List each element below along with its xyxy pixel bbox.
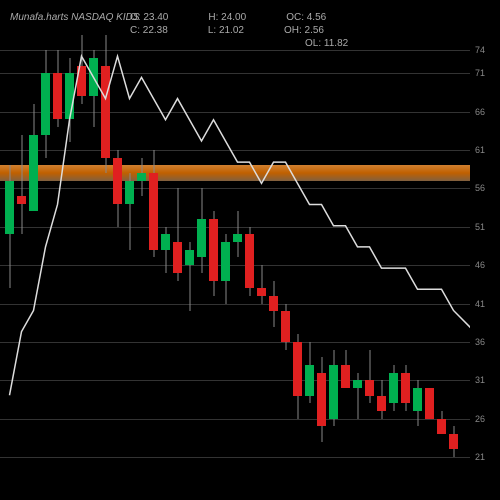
candlestick	[125, 173, 134, 250]
gridline	[0, 380, 470, 381]
candlestick	[257, 265, 266, 303]
candlestick	[425, 388, 434, 419]
gridline	[0, 342, 470, 343]
candlestick	[149, 150, 158, 257]
y-axis-label: 71	[475, 68, 500, 78]
candlestick	[353, 373, 362, 419]
price-band	[0, 165, 470, 180]
gridline	[0, 304, 470, 305]
gridline	[0, 419, 470, 420]
candlestick	[389, 365, 398, 411]
gridline	[0, 188, 470, 189]
candlestick	[413, 380, 422, 426]
candlestick	[29, 104, 38, 211]
candlestick	[137, 158, 146, 196]
y-axis-label: 26	[475, 414, 500, 424]
open-value: O: 23.40	[130, 12, 168, 23]
y-axis-label: 36	[475, 337, 500, 347]
y-axis-label: 21	[475, 452, 500, 462]
y-axis-label: 66	[475, 107, 500, 117]
y-axis-label: 41	[475, 299, 500, 309]
candlestick	[341, 350, 350, 388]
candlestick	[41, 50, 50, 157]
chart-area[interactable]	[0, 35, 470, 480]
candlestick	[305, 342, 314, 403]
gridline	[0, 50, 470, 51]
candlestick	[185, 242, 194, 311]
candlestick	[377, 380, 386, 418]
candlestick	[317, 357, 326, 441]
close-value: C: 22.38	[130, 25, 168, 36]
y-axis-label: 74	[475, 45, 500, 55]
candlestick	[365, 350, 374, 404]
ohlc-row-2: C: 22.38 L: 21.02 OH: 2.56	[130, 25, 324, 36]
candlestick	[281, 304, 290, 350]
candlestick	[437, 411, 446, 434]
candlestick	[53, 50, 62, 127]
candlestick	[101, 35, 110, 173]
oc-value: OC: 4.56	[286, 12, 326, 23]
candlestick	[209, 211, 218, 295]
y-axis-label: 61	[475, 145, 500, 155]
y-axis-label: 56	[475, 183, 500, 193]
gridline	[0, 457, 470, 458]
candlestick	[173, 188, 182, 280]
ol-value: OL: 11.82	[305, 38, 348, 49]
candlestick	[269, 281, 278, 327]
candlestick	[233, 211, 242, 257]
gridline	[0, 265, 470, 266]
oh-value: OH: 2.56	[284, 25, 324, 36]
y-axis-label: 51	[475, 222, 500, 232]
candlestick	[5, 165, 14, 288]
gridline	[0, 150, 470, 151]
candlestick	[449, 426, 458, 457]
candlestick	[329, 350, 338, 427]
candlestick	[197, 188, 206, 272]
candlestick	[77, 35, 86, 104]
candlestick	[245, 227, 254, 296]
chart-title: Munafa.harts NASDAQ KIDS	[10, 12, 140, 23]
candlestick	[401, 365, 410, 411]
low-value: L: 21.02	[208, 25, 244, 36]
candlestick	[221, 234, 230, 303]
high-value: H: 24.00	[208, 12, 246, 23]
candlestick	[17, 135, 26, 235]
y-axis-label: 46	[475, 260, 500, 270]
candlestick	[161, 227, 170, 273]
ohlc-row-1: O: 23.40 H: 24.00 OC: 4.56	[130, 12, 326, 23]
candlestick	[89, 50, 98, 127]
candlestick	[65, 58, 74, 142]
y-axis-label: 31	[475, 375, 500, 385]
candlestick	[113, 150, 122, 227]
candlestick	[293, 334, 302, 418]
